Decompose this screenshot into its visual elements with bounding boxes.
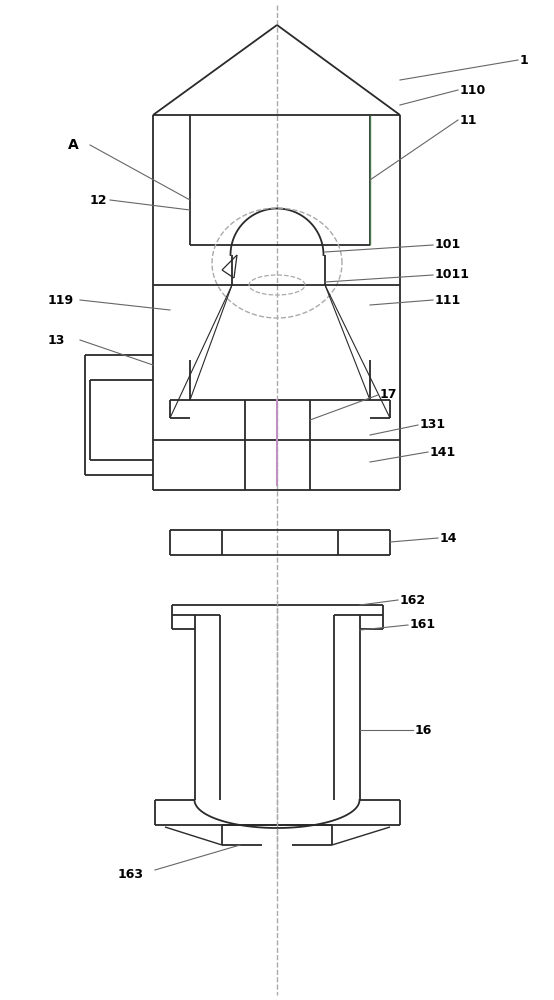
Text: 162: 162 bbox=[400, 593, 426, 606]
Text: 11: 11 bbox=[460, 113, 478, 126]
Text: 17: 17 bbox=[380, 388, 398, 401]
Text: 16: 16 bbox=[415, 724, 432, 736]
Text: A: A bbox=[68, 138, 79, 152]
Text: 111: 111 bbox=[435, 294, 461, 306]
Text: 1011: 1011 bbox=[435, 268, 470, 282]
Text: 131: 131 bbox=[420, 418, 446, 432]
Text: 12: 12 bbox=[90, 194, 107, 207]
Text: 101: 101 bbox=[435, 238, 461, 251]
Text: 119: 119 bbox=[48, 294, 74, 306]
Text: 141: 141 bbox=[430, 446, 456, 458]
Text: 161: 161 bbox=[410, 618, 436, 632]
Text: 163: 163 bbox=[118, 868, 144, 882]
Text: 1: 1 bbox=[520, 53, 529, 66]
Text: 13: 13 bbox=[48, 334, 65, 347]
Text: 110: 110 bbox=[460, 84, 486, 97]
Text: 14: 14 bbox=[440, 532, 458, 544]
